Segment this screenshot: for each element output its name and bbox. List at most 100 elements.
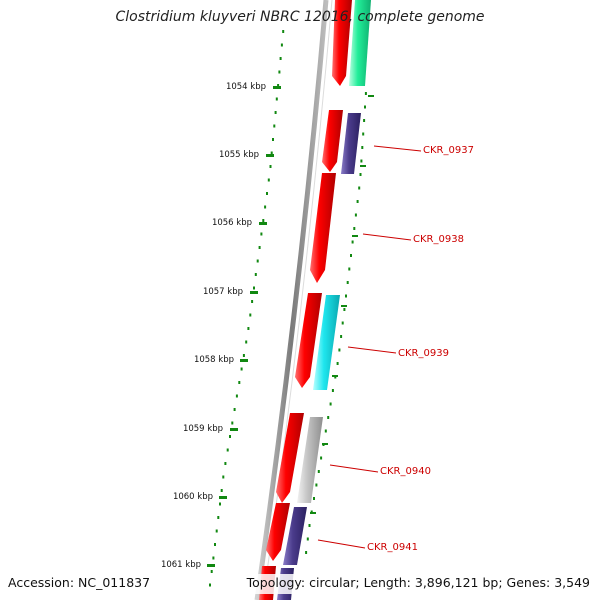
outer-tick [360, 165, 366, 167]
ruler-dot [274, 111, 277, 114]
outer-tick [310, 512, 316, 514]
ruler-label: 1054 kbp [226, 82, 266, 92]
gene-cyan[interactable] [313, 295, 340, 390]
ruler-dot [331, 389, 334, 392]
ruler-dot [341, 321, 344, 325]
outer-tick [322, 443, 328, 445]
ruler-dot [222, 475, 225, 479]
ruler-tick-1057 [250, 291, 258, 294]
ruler-dot [356, 200, 359, 203]
ruler-dot [324, 429, 327, 433]
ruler-dot [226, 448, 229, 452]
ruler-dot [269, 165, 272, 168]
ruler-tick-1054 [273, 86, 281, 89]
ruler-tick-1056 [259, 222, 267, 225]
ruler-dot [348, 267, 351, 271]
ruler-dot [360, 159, 363, 163]
ruler-dot [346, 281, 349, 284]
ruler-label: 1058 kbp [194, 355, 234, 365]
gene-arrow[interactable] [295, 293, 322, 388]
ruler-dot [235, 394, 238, 398]
ruler-dotted-arc [209, 30, 367, 587]
outer-tick [352, 235, 358, 237]
ruler-dot [351, 240, 354, 244]
ruler-dot [340, 335, 343, 338]
ruler-dot [275, 97, 278, 101]
leader-line [362, 233, 412, 241]
gene-arrow[interactable] [266, 503, 290, 561]
ruler-dot [229, 435, 231, 438]
ruler-dot [350, 254, 352, 257]
ruler-dot [266, 192, 268, 195]
ruler-dot [364, 92, 367, 95]
ruler-dot [260, 232, 263, 236]
leader-line [373, 145, 422, 152]
ruler-ticks [207, 86, 281, 567]
ruler-dot [320, 456, 323, 460]
ruler-dot [212, 556, 215, 560]
ruler-dot [278, 70, 281, 74]
outer-tick [332, 375, 338, 377]
gene-arrow[interactable] [276, 413, 304, 503]
ruler-dot [219, 502, 221, 506]
outer-tick [341, 305, 347, 307]
ruler-dot [231, 421, 234, 425]
ruler-dot [282, 30, 285, 33]
ruler-dot [364, 105, 366, 109]
ruler-dot [317, 470, 320, 473]
leader-line [347, 346, 397, 354]
ruler-dot [329, 402, 332, 406]
gene-arrow[interactable] [322, 110, 343, 172]
ruler-dot [256, 259, 259, 263]
gene-arrow[interactable] [332, 0, 352, 86]
ruler-dot [327, 416, 330, 419]
ruler-dot [264, 205, 267, 209]
outer-ticks [310, 95, 374, 514]
gene-label-ckr-0941[interactable]: CKR_0941 [367, 542, 418, 553]
ruler-dot [313, 497, 315, 500]
ruler-dot [209, 583, 211, 587]
ruler-dot [353, 227, 356, 230]
ruler-dot [279, 57, 282, 60]
ruler-dot [343, 308, 346, 311]
ruler-tick-1055 [266, 154, 274, 157]
gene-arrow[interactable] [310, 173, 336, 283]
ruler-dot [280, 43, 283, 47]
ruler-dot [363, 119, 366, 122]
ruler-dot [214, 543, 216, 546]
topology-text: Topology: circular; Length: 3,896,121 bp… [244, 574, 592, 594]
ruler-tick-1061 [207, 564, 215, 567]
ruler-label: 1056 kbp [212, 218, 252, 228]
ruler-label: 1055 kbp [219, 150, 259, 160]
ruler-label: 1057 kbp [203, 287, 243, 297]
gene-gray[interactable] [297, 417, 323, 503]
gene-label-ckr-0939[interactable]: CKR_0939 [398, 348, 449, 359]
ruler-dot [273, 124, 276, 128]
gene-label-ckr-0938[interactable]: CKR_0938 [413, 234, 464, 245]
ruler-dot [354, 213, 357, 217]
genome-title: Clostridium kluyveri NBRC 12016, complet… [115, 9, 485, 25]
ruler-label: 1059 kbp [183, 424, 223, 434]
leader-line [329, 464, 379, 473]
ruler-tick-1060 [219, 496, 227, 499]
gene-purple[interactable] [283, 507, 307, 565]
ruler-dot [345, 294, 347, 298]
ruler-dot [270, 151, 273, 155]
ruler-dot [249, 313, 252, 317]
gene-label-ckr-0940[interactable]: CKR_0940 [380, 466, 431, 477]
ruler-dot [251, 300, 254, 303]
genome-backbone [254, 0, 329, 600]
gene-purple[interactable] [341, 113, 361, 174]
ruler-dot [247, 327, 250, 330]
gene-label-ckr-0937[interactable]: CKR_0937 [423, 145, 474, 156]
ruler-dot [277, 84, 280, 87]
gene-teal[interactable] [349, 0, 371, 86]
ruler-dot [267, 178, 270, 182]
ruler-dot [258, 246, 261, 249]
ruler-dot [238, 381, 241, 384]
ruler-dot [215, 529, 218, 533]
ruler-dot [362, 132, 365, 136]
ruler-labels: 1054 kbp 1055 kbp 1056 kbp 1057 kbp 1058… [161, 82, 266, 570]
